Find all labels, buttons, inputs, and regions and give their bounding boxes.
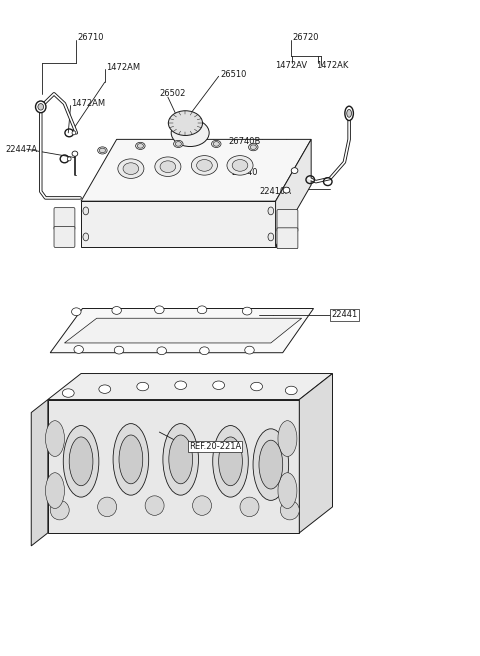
- Ellipse shape: [251, 382, 263, 391]
- Ellipse shape: [99, 385, 111, 394]
- Ellipse shape: [212, 140, 221, 148]
- Ellipse shape: [213, 142, 219, 146]
- Ellipse shape: [119, 435, 143, 483]
- Ellipse shape: [253, 429, 288, 501]
- Ellipse shape: [291, 168, 298, 174]
- Ellipse shape: [219, 437, 242, 485]
- Ellipse shape: [227, 155, 253, 175]
- Ellipse shape: [50, 501, 69, 520]
- Ellipse shape: [83, 207, 89, 215]
- FancyBboxPatch shape: [277, 210, 298, 232]
- Ellipse shape: [242, 307, 252, 315]
- Ellipse shape: [62, 389, 74, 398]
- Text: 22441: 22441: [332, 310, 358, 319]
- Text: 26510: 26510: [220, 70, 246, 79]
- Ellipse shape: [245, 346, 254, 354]
- Ellipse shape: [145, 496, 164, 516]
- Text: 22447A: 22447A: [5, 144, 37, 154]
- Ellipse shape: [72, 151, 78, 156]
- Polygon shape: [48, 373, 333, 400]
- Ellipse shape: [72, 308, 81, 316]
- Ellipse shape: [347, 110, 351, 117]
- Text: 1472AK: 1472AK: [316, 62, 348, 70]
- Ellipse shape: [114, 346, 124, 354]
- Ellipse shape: [46, 420, 64, 457]
- Ellipse shape: [213, 426, 248, 497]
- Ellipse shape: [168, 111, 203, 136]
- Text: 1472AM: 1472AM: [72, 99, 106, 108]
- Ellipse shape: [112, 306, 121, 314]
- Ellipse shape: [137, 382, 149, 391]
- Ellipse shape: [250, 145, 256, 150]
- Ellipse shape: [157, 347, 167, 355]
- Ellipse shape: [72, 131, 76, 135]
- Ellipse shape: [200, 347, 209, 355]
- Ellipse shape: [83, 233, 89, 241]
- Ellipse shape: [345, 106, 353, 121]
- Ellipse shape: [285, 386, 297, 395]
- Ellipse shape: [69, 437, 93, 485]
- Text: 26740: 26740: [231, 168, 257, 177]
- Ellipse shape: [160, 161, 176, 173]
- Ellipse shape: [169, 435, 192, 483]
- Text: REF.20-221A: REF.20-221A: [189, 442, 241, 451]
- Ellipse shape: [278, 420, 297, 457]
- Ellipse shape: [155, 306, 164, 314]
- Polygon shape: [81, 139, 311, 201]
- Polygon shape: [31, 400, 48, 546]
- Ellipse shape: [175, 381, 187, 390]
- Ellipse shape: [283, 187, 290, 193]
- Text: 1472AM: 1472AM: [106, 63, 140, 72]
- Text: 26502: 26502: [159, 89, 186, 98]
- Ellipse shape: [97, 497, 117, 517]
- Ellipse shape: [232, 159, 248, 171]
- Ellipse shape: [36, 101, 46, 113]
- Ellipse shape: [46, 473, 64, 508]
- Ellipse shape: [97, 147, 107, 154]
- Ellipse shape: [278, 473, 297, 508]
- Text: 1472AV: 1472AV: [275, 62, 307, 70]
- Ellipse shape: [63, 426, 99, 497]
- Ellipse shape: [113, 424, 149, 495]
- Ellipse shape: [171, 119, 209, 146]
- Polygon shape: [81, 201, 276, 247]
- Text: 26710: 26710: [78, 33, 104, 42]
- Ellipse shape: [155, 157, 181, 176]
- Polygon shape: [276, 139, 311, 247]
- Polygon shape: [50, 308, 313, 353]
- FancyBboxPatch shape: [54, 226, 75, 247]
- Ellipse shape: [213, 381, 225, 390]
- Ellipse shape: [268, 207, 274, 215]
- FancyBboxPatch shape: [277, 228, 298, 249]
- Ellipse shape: [123, 163, 139, 174]
- Ellipse shape: [197, 159, 212, 171]
- Ellipse shape: [192, 155, 217, 175]
- Ellipse shape: [240, 497, 259, 517]
- Text: 26740B: 26740B: [228, 137, 261, 146]
- Ellipse shape: [163, 424, 199, 495]
- Ellipse shape: [249, 144, 258, 151]
- Ellipse shape: [118, 159, 144, 178]
- Ellipse shape: [175, 142, 181, 146]
- Text: 22410A: 22410A: [259, 187, 291, 196]
- FancyBboxPatch shape: [54, 208, 75, 230]
- Polygon shape: [48, 400, 300, 533]
- Ellipse shape: [268, 233, 274, 241]
- Ellipse shape: [136, 142, 145, 150]
- Ellipse shape: [38, 104, 44, 110]
- Polygon shape: [64, 318, 301, 343]
- Ellipse shape: [99, 148, 106, 153]
- Ellipse shape: [192, 496, 212, 516]
- Text: 26720: 26720: [292, 33, 319, 42]
- Ellipse shape: [280, 501, 300, 520]
- Ellipse shape: [137, 144, 144, 148]
- Ellipse shape: [197, 306, 207, 314]
- Ellipse shape: [259, 440, 283, 489]
- Ellipse shape: [74, 346, 84, 354]
- Ellipse shape: [67, 157, 71, 161]
- Ellipse shape: [174, 140, 183, 148]
- Polygon shape: [300, 373, 333, 533]
